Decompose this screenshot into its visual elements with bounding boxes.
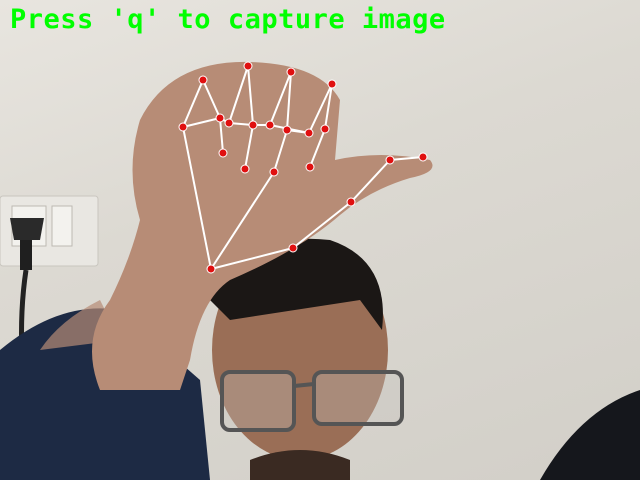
power-plug-icon bbox=[10, 218, 44, 356]
capture-prompt: Press 'q' to capture image bbox=[10, 4, 446, 35]
right-shoulder bbox=[540, 390, 640, 480]
hand-landmark-points bbox=[178, 61, 428, 274]
hand bbox=[40, 61, 433, 390]
